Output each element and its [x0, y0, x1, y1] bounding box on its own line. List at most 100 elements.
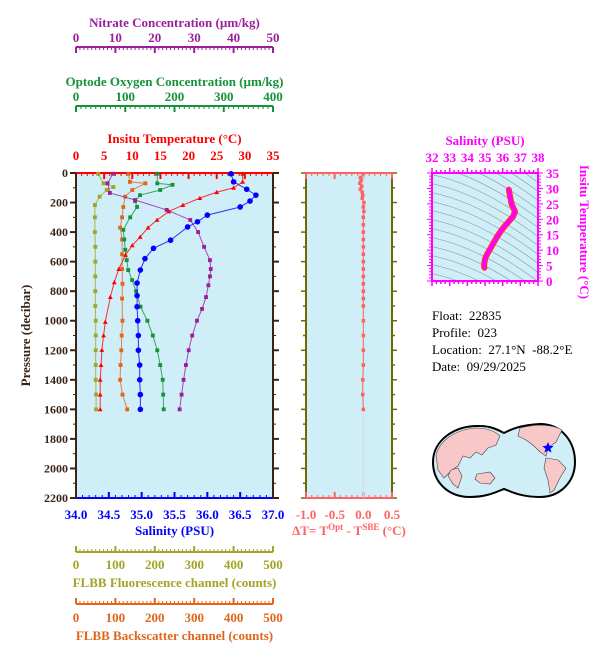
delta-t-point — [361, 193, 365, 197]
oxygen-point — [155, 181, 160, 186]
temperature-line — [99, 173, 244, 410]
profile-number: Profile: 023 — [432, 325, 497, 340]
salinity-tick-label: 34.5 — [97, 507, 120, 522]
oxygen-point — [124, 258, 129, 263]
salinity-tick-label: 36.5 — [229, 507, 252, 522]
backscatter-point — [120, 237, 125, 242]
delta-t-point — [359, 184, 364, 189]
salinity-tick-label: 36.0 — [196, 507, 219, 522]
pressure-tick-label: 400 — [50, 225, 68, 239]
delta-t-point — [358, 181, 362, 186]
fluorescence-point — [92, 203, 97, 207]
density-contour — [432, 255, 497, 281]
oxygen-point — [161, 392, 166, 397]
oxygen-point — [158, 363, 163, 367]
fluorescence-point — [93, 259, 98, 264]
temperature-point — [102, 319, 108, 324]
oxygen-point — [155, 348, 160, 353]
temperature-point — [231, 185, 236, 190]
ts-temperature-axis-title: Insitu Temperature (°C) — [577, 165, 592, 299]
oxygen-point — [161, 407, 166, 412]
fluorescence-point — [93, 304, 98, 308]
fluorescence-point — [93, 318, 98, 323]
fluorescence-tick-label: 500 — [263, 557, 283, 572]
ts-temperature-tick-label: 15 — [546, 228, 560, 243]
delta-t-point — [362, 209, 366, 214]
nitrate-tick-label: 30 — [188, 30, 201, 45]
temperature-tick-label: 25 — [210, 148, 224, 163]
fluorescence-point — [93, 363, 98, 367]
fluorescence-point — [94, 392, 99, 397]
backscatter-point — [143, 181, 148, 186]
salinity-point — [194, 218, 201, 225]
salinity-tick-label: 34.0 — [65, 507, 88, 522]
delta-t-point — [361, 230, 366, 234]
oxygen-tick-label: 300 — [214, 89, 234, 104]
temperature-point — [111, 279, 117, 285]
delta-t-point — [361, 222, 366, 227]
nitrate-point — [190, 333, 195, 338]
fluorescence-point — [104, 188, 109, 192]
backscatter-point — [121, 205, 126, 209]
density-contour — [432, 264, 480, 281]
temperature-point — [197, 195, 203, 201]
delta-t-point — [362, 200, 366, 205]
delta-t-point — [361, 304, 366, 308]
temperature-point — [123, 252, 128, 257]
salinity-point — [247, 198, 253, 204]
delta-t-point — [361, 392, 365, 397]
temperature-point — [154, 217, 160, 222]
pressure-tick-label: 1400 — [44, 373, 68, 387]
temperature-point — [98, 362, 104, 367]
delta-t-tick-label: 0.0 — [355, 507, 371, 522]
salinity-point — [230, 179, 237, 185]
ts-salinity-tick-label: 37 — [514, 150, 528, 165]
fluorescence-point — [96, 171, 100, 176]
oxygen-point — [121, 227, 126, 232]
temperature-point — [116, 266, 122, 271]
delta-t-point — [361, 289, 366, 293]
backscatter-point — [120, 252, 125, 257]
nitrate-point — [208, 274, 212, 279]
salinity-point — [134, 280, 140, 286]
nitrate-tick-label: 0 — [73, 30, 80, 45]
nitrate-tick-label: 40 — [227, 30, 240, 45]
oxygen-point — [160, 377, 165, 382]
fluorescence-tick-label: 400 — [224, 557, 244, 572]
delta-t-title-part: - T — [343, 523, 363, 538]
delta-t-point — [361, 215, 366, 220]
oxygen-point — [150, 333, 155, 338]
fluorescence-point — [94, 407, 99, 412]
nitrate-point — [164, 208, 169, 212]
temperature-tick-label: 5 — [101, 148, 108, 163]
delta-t-point — [361, 318, 366, 323]
salinity-point — [204, 212, 211, 218]
delta-t-point — [361, 237, 366, 242]
date: Date: 09/29/2025 — [432, 359, 526, 374]
oxygen-point — [155, 171, 160, 176]
pressure-axis-title: Pressure (decibar) — [18, 285, 33, 387]
salinity-point — [142, 255, 148, 262]
delta-t-point — [361, 259, 366, 264]
nitrate-point — [107, 191, 112, 195]
nitrate-tick-label: 50 — [267, 30, 280, 45]
delta-t-point — [358, 187, 363, 192]
temperature-tick-label: 35 — [267, 148, 281, 163]
ts-temperature-tick-label: 20 — [546, 212, 559, 227]
nitrate-point — [202, 244, 206, 249]
density-contour — [432, 192, 538, 246]
temperature-point — [166, 209, 172, 214]
delta-t-axis-title: ΔT= TOpt - TSBE (°C) — [292, 522, 406, 538]
temperature-tick-label: 30 — [238, 148, 251, 163]
backscatter-point — [118, 363, 123, 367]
delta-t-tick-label: -1.0 — [296, 507, 317, 522]
nitrate-point — [208, 267, 213, 271]
delta-t-tick-label: -0.5 — [324, 507, 345, 522]
pressure-tick-label: 200 — [50, 196, 68, 210]
temperature-point — [180, 202, 186, 207]
ts-salinity-tick-label: 36 — [496, 150, 510, 165]
ts-salinity-tick-label: 32 — [426, 150, 439, 165]
temperature-point — [137, 234, 143, 239]
oxygen-point — [158, 188, 163, 192]
